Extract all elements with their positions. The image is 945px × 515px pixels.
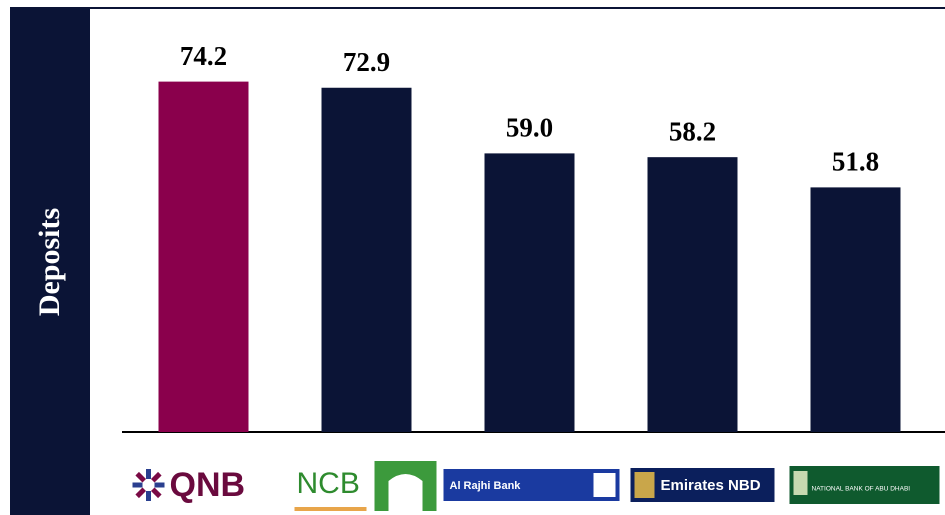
logo-icon	[135, 487, 147, 499]
value-label: 72.9	[343, 47, 390, 77]
logo-icon	[135, 471, 147, 483]
bar	[810, 187, 901, 432]
bar	[484, 153, 575, 432]
x-tick-label: NATIONAL BANK OF ABU DHABI	[812, 486, 911, 493]
logo-icon	[150, 471, 162, 483]
logo-underline	[294, 507, 367, 511]
value-label: 74.2	[180, 41, 227, 71]
value-label: 51.8	[832, 147, 879, 177]
x-tick-label: NCB	[297, 467, 360, 500]
value-label: 59.0	[506, 113, 553, 143]
logo-box	[443, 469, 620, 501]
x-tick-label: Emirates NBD	[661, 477, 761, 494]
bar	[321, 87, 412, 432]
bar	[647, 157, 738, 432]
x-tick-label: QNB	[170, 466, 246, 504]
y-label-panel	[10, 8, 90, 515]
x-tick-label: Al Rajhi Bank	[450, 480, 522, 492]
logo-icon	[388, 474, 423, 511]
logo-icon	[793, 471, 808, 495]
logo-box	[789, 466, 940, 504]
value-label: 58.2	[669, 116, 716, 146]
logo-icon	[593, 473, 616, 497]
bar	[158, 81, 249, 432]
logo-icon	[150, 487, 162, 499]
y-axis-label: Deposits	[33, 208, 66, 316]
logo-icon	[634, 472, 655, 498]
